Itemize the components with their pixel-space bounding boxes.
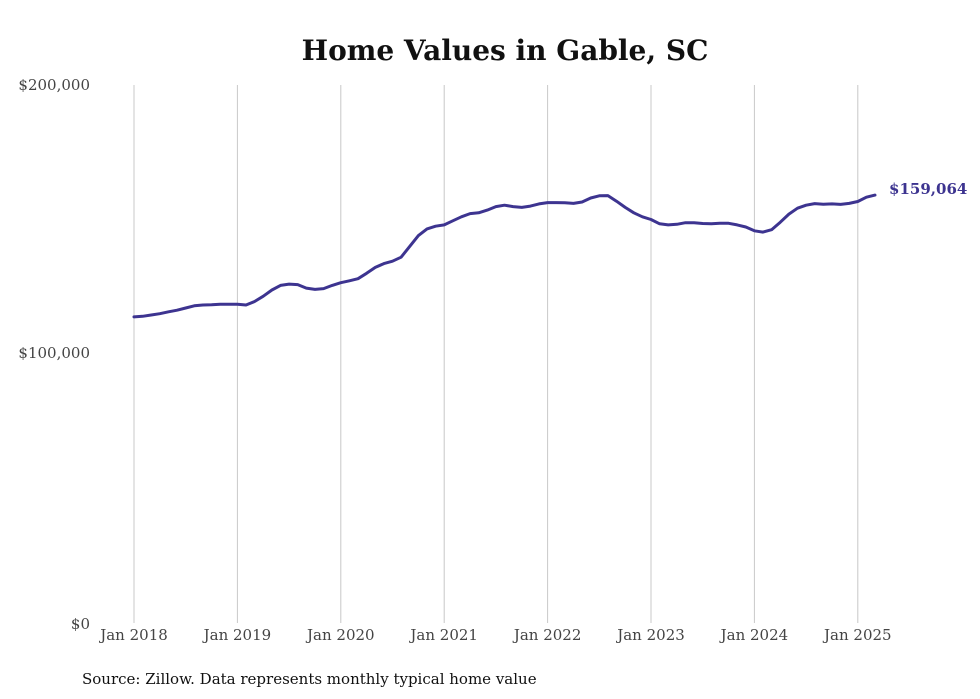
x-tick-label-2024: Jan 2024 bbox=[719, 626, 789, 644]
x-tick-label-2020: Jan 2020 bbox=[305, 626, 375, 644]
x-tick-label-2022: Jan 2022 bbox=[512, 626, 582, 644]
x-tick-label-2025: Jan 2025 bbox=[822, 626, 892, 644]
home-value-series-line bbox=[132, 193, 877, 319]
y-tick-label-100000: $100,000 bbox=[18, 344, 90, 362]
y-tick-label-200000: $200,000 bbox=[18, 76, 90, 94]
y-tick-label-0: $0 bbox=[71, 615, 90, 633]
chart-title: Home Values in Gable, SC bbox=[302, 34, 709, 67]
x-tick-label-2018: Jan 2018 bbox=[98, 626, 168, 644]
x-tick-labels: Jan 2018 Jan 2019 Jan 2020 Jan 2021 Jan … bbox=[98, 626, 891, 644]
x-tick-label-2019: Jan 2019 bbox=[202, 626, 272, 644]
latest-value-label: $159,064 bbox=[889, 180, 967, 198]
x-tick-label-2021: Jan 2021 bbox=[408, 626, 478, 644]
source-note: Source: Zillow. Data represents monthly … bbox=[82, 670, 537, 688]
x-tick-label-2023: Jan 2023 bbox=[615, 626, 685, 644]
gridlines bbox=[133, 85, 859, 623]
